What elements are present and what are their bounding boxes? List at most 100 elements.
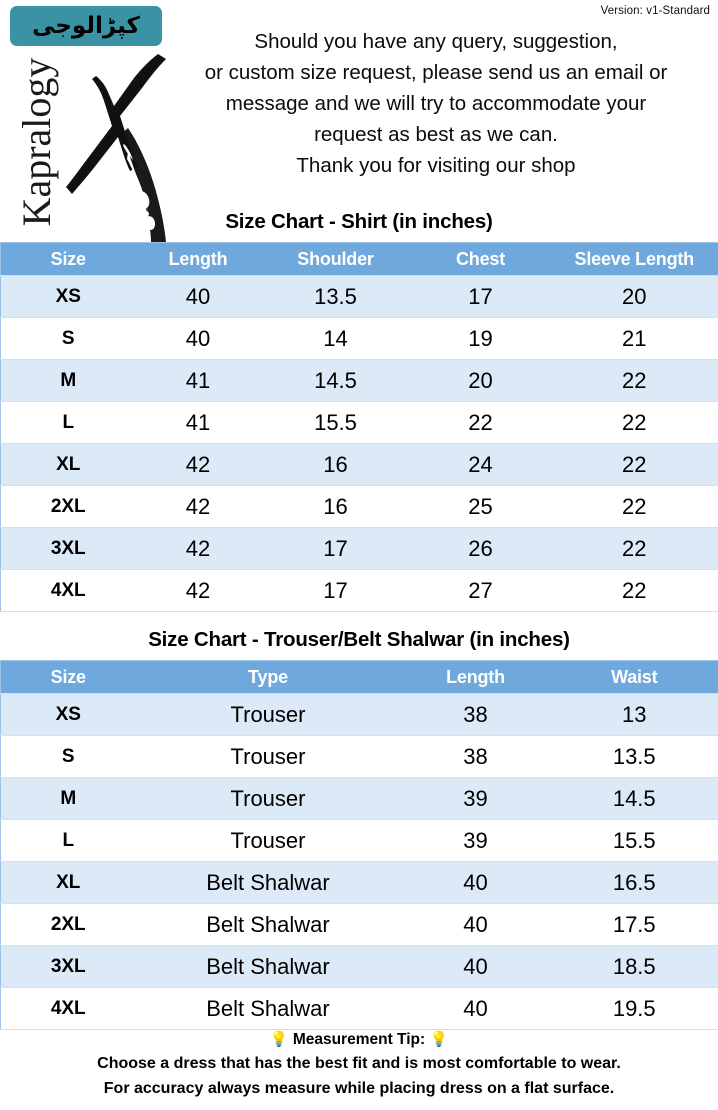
cell-type: Trouser: [135, 693, 401, 736]
measurement-tip-label: Measurement Tip:: [292, 1031, 426, 1048]
cell-sleeve: 22: [550, 443, 718, 486]
column-header-length: Length: [135, 242, 261, 276]
cell-sleeve: 21: [550, 317, 718, 360]
lightbulb-icon: 💡: [429, 1030, 449, 1048]
cell-sleeve: 22: [550, 527, 718, 570]
cell-shoulder: 16: [260, 443, 411, 486]
table-row: L 41 15.5 22 22: [0, 401, 718, 444]
cell-size: L: [0, 401, 136, 444]
brand-badge: کپڑالوجی: [10, 6, 162, 46]
measurement-tip: 💡 Measurement Tip: 💡 Choose a dress that…: [0, 1028, 718, 1101]
cell-shoulder: 16: [260, 485, 411, 528]
cell-shoulder: 17: [260, 569, 411, 612]
cell-size: 2XL: [0, 903, 136, 946]
cell-type: Belt Shalwar: [135, 861, 401, 904]
header-message-line: or custom size request, please send us a…: [204, 61, 668, 84]
cell-type: Belt Shalwar: [135, 945, 401, 988]
table-row: 4XL Belt Shalwar 40 19.5: [0, 987, 718, 1030]
shirt-size-chart-section: Size Chart - Shirt (in inches) Size Leng…: [0, 210, 718, 612]
cell-size: S: [0, 317, 136, 360]
kapralogy-k-monogram-icon: [62, 48, 180, 248]
cell-size: 3XL: [0, 945, 136, 988]
trouser-size-table: Size Type Length Waist XS Trouser 38 13 …: [0, 660, 718, 1030]
column-header-size: Size: [0, 660, 136, 694]
cell-sleeve: 20: [550, 275, 718, 318]
cell-length: 40: [400, 861, 551, 904]
cell-shoulder: 15.5: [260, 401, 411, 444]
cell-length: 42: [135, 569, 261, 612]
cell-length: 41: [135, 401, 261, 444]
table-row: XL 42 16 24 22: [0, 443, 718, 486]
cell-length: 39: [400, 777, 551, 820]
cell-type: Trouser: [135, 819, 401, 862]
cell-shoulder: 14.5: [260, 359, 411, 402]
measurement-tip-heading: 💡 Measurement Tip: 💡: [0, 1028, 718, 1051]
measurement-tip-line: Choose a dress that has the best fit and…: [97, 1055, 621, 1072]
shirt-chart-title: Size Chart - Shirt (in inches): [225, 210, 493, 233]
brand-badge-text: کپڑالوجی: [32, 12, 140, 39]
cell-shoulder: 13.5: [260, 275, 411, 318]
column-header-shoulder: Shoulder: [260, 242, 411, 276]
lightbulb-icon: 💡: [269, 1030, 289, 1048]
cell-waist: 19.5: [550, 987, 718, 1030]
cell-length: 41: [135, 359, 261, 402]
cell-waist: 17.5: [550, 903, 718, 946]
cell-length: 40: [400, 987, 551, 1030]
version-label: Version: v1-Standard: [600, 5, 710, 17]
cell-length: 42: [135, 527, 261, 570]
cell-shoulder: 14: [260, 317, 411, 360]
cell-waist: 15.5: [550, 819, 718, 862]
cell-size: 3XL: [0, 527, 136, 570]
brand-logo: کپڑالوجی Kapralogy: [4, 4, 180, 250]
cell-chest: 25: [410, 485, 551, 528]
cell-waist: 18.5: [550, 945, 718, 988]
table-row: L Trouser 39 15.5: [0, 819, 718, 862]
trouser-chart-title: Size Chart - Trouser/Belt Shalwar (in in…: [148, 628, 570, 651]
table-row: S 40 14 19 21: [0, 317, 718, 360]
cell-sleeve: 22: [550, 359, 718, 402]
table-row: XL Belt Shalwar 40 16.5: [0, 861, 718, 904]
cell-chest: 24: [410, 443, 551, 486]
table-row: 3XL 42 17 26 22: [0, 527, 718, 570]
column-header-sleeve-length: Sleeve Length: [550, 242, 718, 276]
cell-chest: 20: [410, 359, 551, 402]
table-row: 4XL 42 17 27 22: [0, 569, 718, 612]
table-header-row: Size Type Length Waist: [0, 660, 718, 694]
table-row: M Trouser 39 14.5: [0, 777, 718, 820]
cell-length: 42: [135, 485, 261, 528]
column-header-chest: Chest: [410, 242, 551, 276]
cell-size: 2XL: [0, 485, 136, 528]
cell-size: 4XL: [0, 987, 136, 1030]
table-row: XS 40 13.5 17 20: [0, 275, 718, 318]
cell-size: 4XL: [0, 569, 136, 612]
cell-chest: 19: [410, 317, 551, 360]
table-row: M 41 14.5 20 22: [0, 359, 718, 402]
table-row: 2XL Belt Shalwar 40 17.5: [0, 903, 718, 946]
cell-sleeve: 22: [550, 401, 718, 444]
header-message-line: request as best as we can.: [314, 123, 558, 146]
cell-type: Trouser: [135, 777, 401, 820]
cell-chest: 22: [410, 401, 551, 444]
column-header-length: Length: [400, 660, 551, 694]
cell-type: Belt Shalwar: [135, 903, 401, 946]
table-row: XS Trouser 38 13: [0, 693, 718, 736]
column-header-waist: Waist: [550, 660, 718, 694]
column-header-type: Type: [135, 660, 401, 694]
trouser-size-chart-section: Size Chart - Trouser/Belt Shalwar (in in…: [0, 628, 718, 1030]
cell-shoulder: 17: [260, 527, 411, 570]
cell-size: XL: [0, 861, 136, 904]
header-message-line: message and we will try to accommodate y…: [225, 92, 647, 115]
column-header-size: Size: [0, 242, 136, 276]
cell-size: L: [0, 819, 136, 862]
table-row: S Trouser 38 13.5: [0, 735, 718, 778]
cell-length: 38: [400, 693, 551, 736]
cell-sleeve: 22: [550, 485, 718, 528]
cell-chest: 17: [410, 275, 551, 318]
cell-waist: 16.5: [550, 861, 718, 904]
cell-type: Belt Shalwar: [135, 987, 401, 1030]
table-row: 2XL 42 16 25 22: [0, 485, 718, 528]
cell-sleeve: 22: [550, 569, 718, 612]
header-message: Should you have any query, suggestion, o…: [160, 26, 712, 181]
cell-size: XL: [0, 443, 136, 486]
cell-type: Trouser: [135, 735, 401, 778]
